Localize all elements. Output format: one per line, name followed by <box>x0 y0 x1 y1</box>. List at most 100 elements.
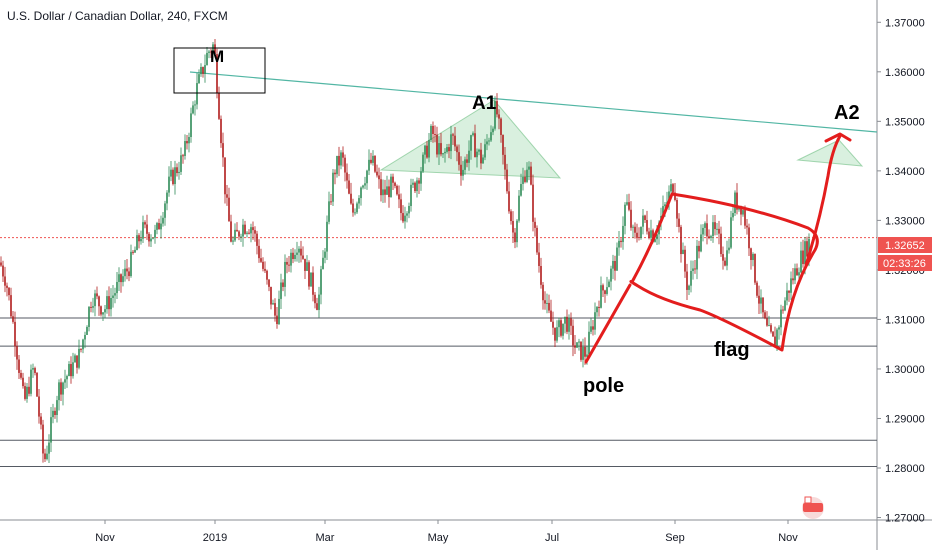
candle-body <box>236 229 238 232</box>
candle-body <box>498 114 500 119</box>
y-tick-label: 1.36000 <box>885 67 925 79</box>
candle-body <box>692 268 694 271</box>
y-tick-label: 1.30000 <box>885 364 925 376</box>
candle-body <box>330 201 332 203</box>
candle-body <box>102 312 104 315</box>
breakout-arrow-head <box>824 132 852 143</box>
candle-body <box>558 320 560 328</box>
candle-body <box>600 285 602 308</box>
candle-body <box>394 182 396 186</box>
candle-body <box>450 134 452 152</box>
candle-body <box>712 222 714 237</box>
candle-body <box>390 176 392 198</box>
x-tick-label: May <box>428 532 449 544</box>
candle-body <box>4 276 6 286</box>
candle-body <box>410 184 412 207</box>
candle-body <box>24 386 26 399</box>
candle-body <box>532 184 534 222</box>
candle-body <box>438 143 440 155</box>
candle-body <box>456 146 458 153</box>
candle-body <box>368 159 370 171</box>
candle-body <box>580 341 582 360</box>
candle-body <box>434 134 436 136</box>
candle-body <box>380 179 382 196</box>
candle-body <box>724 260 726 266</box>
x-tick-label: Mar <box>316 532 335 544</box>
flag-pole-line <box>584 283 632 364</box>
candle-body <box>90 306 92 308</box>
candle-body <box>298 248 300 253</box>
candle-body <box>432 125 434 135</box>
candle-body <box>34 368 36 373</box>
support-resistance-levels <box>0 317 877 468</box>
candle-body <box>636 232 638 238</box>
candle-body <box>490 132 492 141</box>
y-tick-label: 1.35000 <box>885 116 925 128</box>
candle-body <box>516 220 518 243</box>
candle-body <box>472 133 474 136</box>
candle-body <box>40 416 42 425</box>
candle-body <box>152 237 154 239</box>
candle-body <box>112 295 114 298</box>
candle-body <box>264 268 266 271</box>
candle-body <box>340 152 342 166</box>
candle-body <box>238 231 240 237</box>
candle-body <box>62 382 64 395</box>
candle-body <box>530 166 532 185</box>
candle-body <box>646 220 648 232</box>
flag-outline <box>629 192 819 352</box>
candle-body <box>664 204 666 207</box>
candle-body <box>356 203 358 213</box>
candle-body <box>482 157 484 164</box>
candle-body <box>122 276 124 283</box>
candle-body <box>144 222 146 225</box>
current-price-label: 1.32652 <box>885 240 925 252</box>
candle-body <box>674 192 676 200</box>
y-tick-label: 1.33000 <box>885 215 925 227</box>
candle-body <box>606 287 608 294</box>
time-axis: Nov 2019 Mar May Jul Sep Nov <box>95 520 798 544</box>
candle-body <box>722 254 724 261</box>
candle-body <box>754 253 756 283</box>
candle-body <box>576 342 578 348</box>
candle-body <box>550 310 552 322</box>
candle-body <box>74 355 76 363</box>
candle-body <box>728 247 730 251</box>
candle-body <box>322 257 324 270</box>
candle-body <box>146 224 148 234</box>
candle-body <box>274 303 276 316</box>
candle-body <box>748 227 750 249</box>
candle-body <box>286 261 288 265</box>
candle-body <box>140 238 142 242</box>
candle-body <box>522 176 524 184</box>
candle-body <box>652 230 654 242</box>
events-icon[interactable] <box>802 496 824 519</box>
y-tick-label: 1.29000 <box>885 413 925 425</box>
candle-body <box>150 238 152 242</box>
candle-body <box>654 239 656 242</box>
candle-body <box>224 157 226 195</box>
candle-body <box>698 245 700 252</box>
annotation-m: M <box>210 47 224 66</box>
candle-body <box>86 326 88 335</box>
candle-body <box>500 118 502 135</box>
candle-body <box>804 241 806 265</box>
candle-body <box>48 442 50 454</box>
candle-body <box>628 202 630 210</box>
candle-body <box>800 250 802 273</box>
candle-body <box>184 141 186 156</box>
candle-body <box>806 241 808 257</box>
candle-body <box>362 185 364 188</box>
candle-body <box>744 210 746 226</box>
candle-body <box>420 171 422 184</box>
candle-body <box>778 327 780 330</box>
candle-body <box>510 211 512 222</box>
candle-body <box>518 195 520 221</box>
candle-body <box>316 303 318 310</box>
candle-body <box>774 336 776 346</box>
candle-body <box>436 134 438 155</box>
candle-body <box>716 228 718 230</box>
candle-body <box>632 226 634 228</box>
candle-body <box>592 326 594 330</box>
